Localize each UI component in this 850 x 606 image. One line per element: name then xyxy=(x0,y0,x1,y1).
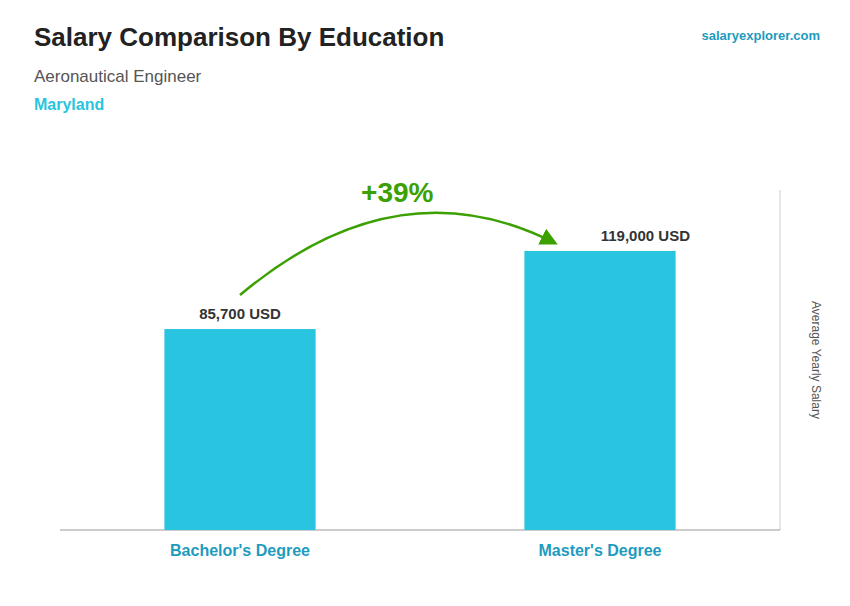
chart-container: Salary Comparison By Education Aeronautic… xyxy=(0,0,850,606)
chart-svg: Salary Comparison By Education Aeronautic… xyxy=(0,0,850,606)
category-label: Master's Degree xyxy=(539,542,662,559)
pct-change: +39% xyxy=(361,177,433,208)
y-axis-label: Average Yearly Salary xyxy=(809,301,823,419)
location: Maryland xyxy=(34,96,104,113)
title: Salary Comparison By Education xyxy=(34,22,444,52)
change-arrow xyxy=(240,213,555,295)
value-label: 85,700 USD xyxy=(199,305,281,322)
value-label: 119,000 USD xyxy=(601,227,690,244)
subtitle: Aeronautical Engineer xyxy=(34,67,202,86)
y-axis-line xyxy=(780,190,781,530)
brand: salaryexplorer.com xyxy=(701,28,820,43)
category-label: Bachelor's Degree xyxy=(170,542,310,559)
bar xyxy=(524,251,675,530)
page: {"chart_data": {"type": "bar", "title": … xyxy=(0,0,850,606)
bar xyxy=(164,329,315,530)
